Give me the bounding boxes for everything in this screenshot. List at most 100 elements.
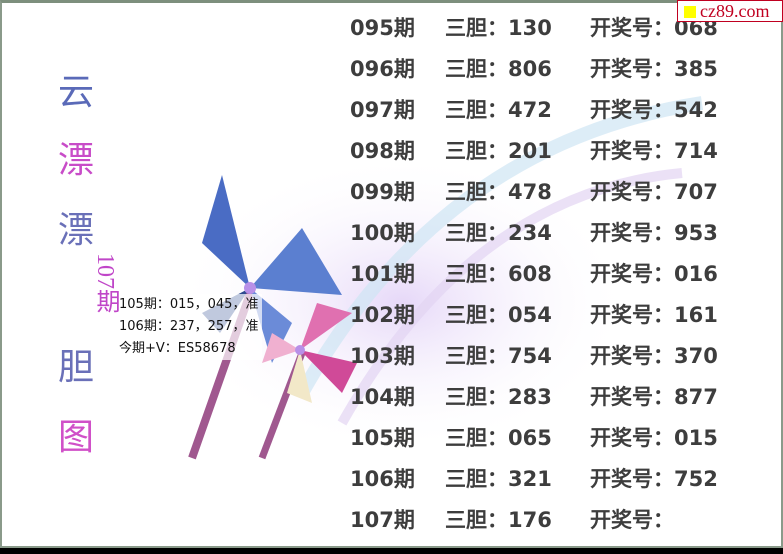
sandan: 三胆：176 — [445, 505, 552, 535]
kaijiang-label: 开奖号： — [590, 385, 674, 409]
sandan-value: 176 — [508, 508, 552, 532]
sandan-value: 283 — [508, 385, 552, 409]
vertical-period-label: 107期 — [92, 253, 118, 313]
sandan-value: 130 — [508, 16, 552, 40]
kaijiang: 开奖号：707 — [590, 177, 718, 207]
kaijiang-value: 953 — [674, 221, 718, 245]
kaijiang-label: 开奖号： — [590, 508, 674, 532]
period: 095期 — [350, 16, 415, 40]
pink-pinwheel-icon — [262, 303, 357, 403]
period: 100期 — [350, 221, 415, 245]
sandan-label: 三胆： — [445, 344, 508, 368]
sandan-value: 608 — [508, 262, 552, 286]
title-char: 漂 — [57, 140, 94, 181]
sandan-label: 三胆： — [445, 57, 508, 81]
kaijiang-label: 开奖号： — [590, 139, 674, 163]
title-char: 云 — [57, 72, 94, 113]
period: 106期 — [350, 467, 415, 491]
period: 105期 — [350, 426, 415, 450]
kaijiang-label: 开奖号： — [590, 57, 674, 81]
kaijiang-value: 877 — [674, 385, 718, 409]
kaijiang: 开奖号：953 — [590, 218, 718, 248]
note-line: 105期：015，045，准 — [119, 297, 259, 312]
kaijiang-value: 370 — [674, 344, 718, 368]
period: 102期 — [350, 303, 415, 327]
sandan-label: 三胆： — [445, 16, 508, 40]
sandan-value: 478 — [508, 180, 552, 204]
sandan-value: 054 — [508, 303, 552, 327]
kaijiang: 开奖号：752 — [590, 464, 718, 494]
sandan-label: 三胆： — [445, 98, 508, 122]
sandan: 三胆：754 — [445, 341, 552, 371]
watermark-text: cz89.com — [700, 1, 770, 21]
note-line: 今期+V：ES58678 — [119, 341, 236, 356]
kaijiang: 开奖号： — [590, 505, 674, 535]
sandan-label: 三胆： — [445, 426, 508, 450]
kaijiang-label: 开奖号： — [590, 98, 674, 122]
sandan-value: 321 — [508, 467, 552, 491]
kaijiang: 开奖号：714 — [590, 136, 718, 166]
kaijiang-label: 开奖号： — [590, 262, 674, 286]
kaijiang: 开奖号：016 — [590, 259, 718, 289]
sandan-label: 三胆： — [445, 262, 508, 286]
sandan-label: 三胆： — [445, 508, 508, 532]
sandan-value: 065 — [508, 426, 552, 450]
pinwheel-illustration — [172, 96, 704, 460]
sandan-label: 三胆： — [445, 385, 508, 409]
note-line: 106期：237，257，准 — [119, 319, 259, 334]
period: 103期 — [350, 344, 415, 368]
kaijiang-value: 015 — [674, 426, 718, 450]
sandan: 三胆：608 — [445, 259, 552, 289]
kaijiang-value: 707 — [674, 180, 718, 204]
period: 099期 — [350, 180, 415, 204]
sandan-label: 三胆： — [445, 467, 508, 491]
kaijiang: 开奖号：385 — [590, 54, 718, 84]
sandan: 三胆：054 — [445, 300, 552, 330]
kaijiang-label: 开奖号： — [590, 180, 674, 204]
sandan: 三胆：130 — [445, 13, 552, 43]
sandan: 三胆：234 — [445, 218, 552, 248]
period: 096期 — [350, 57, 415, 81]
period: 097期 — [350, 98, 415, 122]
period: 104期 — [350, 385, 415, 409]
kaijiang-value: 752 — [674, 467, 718, 491]
sandan-value: 234 — [508, 221, 552, 245]
sandan-label: 三胆： — [445, 303, 508, 327]
kaijiang-label: 开奖号： — [590, 303, 674, 327]
kaijiang-value: 385 — [674, 57, 718, 81]
sandan-label: 三胆： — [445, 180, 508, 204]
sandan-value: 201 — [508, 139, 552, 163]
sandan: 三胆：201 — [445, 136, 552, 166]
kaijiang: 开奖号：370 — [590, 341, 718, 371]
title-char: 图 — [57, 417, 94, 458]
yellow-square-icon — [684, 6, 696, 18]
kaijiang-label: 开奖号： — [590, 16, 674, 40]
sandan: 三胆：321 — [445, 464, 552, 494]
bottom-bar — [0, 548, 783, 554]
sandan-value: 472 — [508, 98, 552, 122]
period: 098期 — [350, 139, 415, 163]
period: 101期 — [350, 262, 415, 286]
kaijiang: 开奖号：015 — [590, 423, 718, 453]
sandan: 三胆：806 — [445, 54, 552, 84]
kaijiang-label: 开奖号： — [590, 426, 674, 450]
title-char: 胆 — [57, 347, 94, 388]
period: 107期 — [350, 508, 415, 532]
kaijiang: 开奖号：542 — [590, 95, 718, 125]
sandan-value: 806 — [508, 57, 552, 81]
kaijiang-label: 开奖号： — [590, 221, 674, 245]
kaijiang-value: 016 — [674, 262, 718, 286]
sandan: 三胆：283 — [445, 382, 552, 412]
sandan: 三胆：065 — [445, 423, 552, 453]
sandan-value: 754 — [508, 344, 552, 368]
kaijiang-value: 161 — [674, 303, 718, 327]
title-char: 漂 — [57, 210, 94, 251]
kaijiang-value: 542 — [674, 98, 718, 122]
kaijiang-value: 714 — [674, 139, 718, 163]
sandan: 三胆：478 — [445, 177, 552, 207]
sandan-label: 三胆： — [445, 139, 508, 163]
kaijiang: 开奖号：877 — [590, 382, 718, 412]
sandan: 三胆：472 — [445, 95, 552, 125]
kaijiang-label: 开奖号： — [590, 467, 674, 491]
